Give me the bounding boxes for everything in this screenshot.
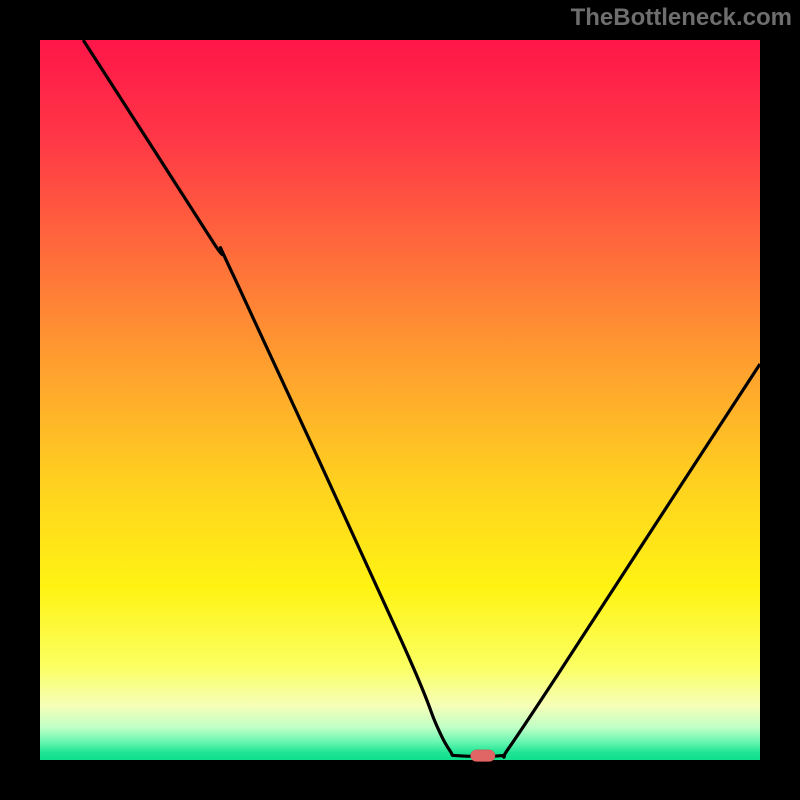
optimal-marker[interactable]	[471, 750, 495, 762]
chart-svg	[0, 0, 800, 800]
plot-background	[40, 40, 760, 760]
bottleneck-chart: TheBottleneck.com	[0, 0, 800, 800]
watermark-text: TheBottleneck.com	[571, 4, 792, 32]
